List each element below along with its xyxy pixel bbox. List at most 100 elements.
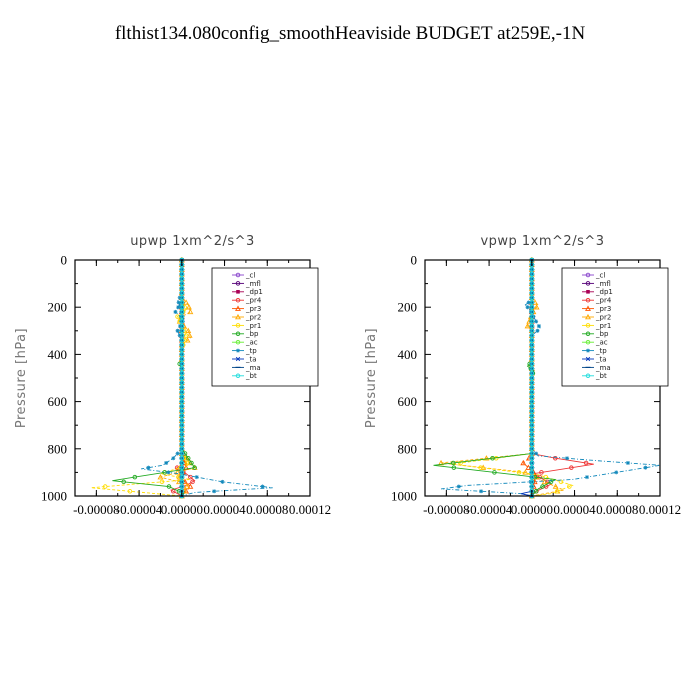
data-point bbox=[529, 451, 535, 456]
data-point bbox=[179, 366, 185, 371]
data-point bbox=[552, 483, 559, 489]
data-point bbox=[179, 281, 185, 286]
legend-item: _mfl bbox=[232, 280, 261, 288]
data-point bbox=[187, 308, 194, 315]
data-point bbox=[529, 479, 535, 485]
data-point bbox=[179, 394, 185, 400]
data-point bbox=[529, 474, 535, 480]
data-point bbox=[179, 385, 185, 390]
data-point bbox=[192, 465, 197, 470]
data-point bbox=[529, 418, 535, 423]
figure-title: flthist134.080config_smoothHeaviside BUD… bbox=[115, 23, 586, 44]
data-point bbox=[529, 295, 535, 301]
data-point bbox=[543, 474, 549, 480]
data-point bbox=[479, 489, 484, 494]
x-tick-label: 0.00008 bbox=[596, 502, 638, 517]
x-tick-label: 0.00004 bbox=[553, 502, 596, 517]
legend-marker bbox=[585, 323, 591, 328]
legend-label: _cl bbox=[245, 271, 255, 279]
data-point bbox=[183, 455, 190, 461]
legend-item: _ta bbox=[232, 355, 257, 363]
legend-label: _bp bbox=[595, 330, 609, 338]
data-point bbox=[526, 300, 531, 305]
data-point bbox=[565, 456, 570, 461]
data-point bbox=[553, 455, 558, 461]
data-point bbox=[529, 323, 535, 329]
legend-marker bbox=[585, 305, 591, 311]
data-point bbox=[166, 484, 172, 489]
legend-marker bbox=[585, 281, 591, 286]
legend-label: _bp bbox=[245, 330, 259, 338]
legend-label: _ta bbox=[595, 355, 607, 363]
legend-marker bbox=[586, 348, 590, 353]
data-point bbox=[179, 399, 185, 404]
data-point bbox=[179, 375, 185, 381]
legend-label: _pr4 bbox=[595, 297, 612, 305]
data-point bbox=[540, 484, 545, 489]
data-point bbox=[146, 465, 151, 470]
x-tick-label: -0.00004 bbox=[466, 502, 513, 517]
data-point bbox=[179, 323, 185, 329]
legend-marker bbox=[235, 305, 241, 311]
legend-item: _ac bbox=[582, 339, 608, 347]
data-point bbox=[529, 337, 535, 343]
data-point bbox=[179, 441, 185, 447]
legend-item: _cl bbox=[232, 271, 255, 279]
data-point bbox=[179, 484, 185, 489]
data-point bbox=[525, 305, 530, 310]
legend-label: _dp1 bbox=[245, 288, 263, 296]
legend-item: _pr4 bbox=[582, 297, 612, 305]
data-point bbox=[179, 337, 185, 343]
data-point bbox=[529, 286, 535, 291]
legend-item: _bp bbox=[232, 330, 259, 338]
data-point bbox=[529, 304, 535, 310]
legend-marker bbox=[585, 272, 591, 278]
legend-label: _ac bbox=[245, 339, 258, 347]
data-point bbox=[529, 319, 535, 324]
legend-label: _pr3 bbox=[595, 305, 611, 313]
data-point bbox=[567, 484, 572, 489]
data-point bbox=[121, 479, 126, 485]
y-tick-label: 1000 bbox=[41, 489, 67, 504]
chart-panel-vpwp: vpwp 1xm^2/s^3 Pressure [hPa] 0 200 400 600 80… bbox=[364, 234, 681, 517]
data-point bbox=[179, 380, 185, 385]
data-point bbox=[548, 479, 554, 485]
y-axis-label: Pressure [hPa] bbox=[14, 328, 29, 428]
data-point bbox=[529, 347, 535, 352]
legend-marker bbox=[235, 331, 241, 337]
data-point bbox=[520, 459, 527, 466]
legend-label: _pr1 bbox=[245, 322, 261, 330]
legend-marker bbox=[236, 348, 240, 353]
legend-marker bbox=[235, 339, 241, 345]
data-point bbox=[541, 478, 548, 485]
data-point bbox=[185, 304, 192, 310]
legend-marker bbox=[236, 290, 240, 294]
data-point bbox=[529, 484, 535, 489]
legend-marker bbox=[235, 272, 241, 278]
legend-item: _ac bbox=[232, 339, 258, 347]
legend-item: _tp bbox=[582, 347, 607, 355]
data-point bbox=[179, 361, 185, 367]
data-point bbox=[179, 470, 185, 475]
legend-label: _bt bbox=[245, 372, 257, 380]
data-point bbox=[179, 474, 185, 480]
y-tick-label: 400 bbox=[48, 347, 68, 362]
legend-label: _mfl bbox=[595, 280, 611, 288]
x-tick-label: 0.00012 bbox=[289, 502, 331, 517]
data-point bbox=[179, 276, 185, 282]
data-point bbox=[583, 460, 589, 466]
data-point bbox=[194, 475, 199, 480]
x-tick-label: -0.00008 bbox=[73, 502, 120, 517]
data-point bbox=[176, 305, 181, 310]
data-point bbox=[185, 327, 192, 334]
legend: _cl_mfl_dp1_pr4_pr3_pr2_pr1_bp_ac_tp_ta_… bbox=[211, 267, 319, 387]
legend-box bbox=[561, 267, 669, 387]
legend-item: _pr3 bbox=[232, 305, 261, 313]
data-point bbox=[534, 319, 539, 324]
data-point bbox=[179, 432, 185, 437]
data-point bbox=[174, 469, 181, 475]
data-point bbox=[220, 479, 225, 484]
data-point bbox=[529, 389, 535, 395]
data-point bbox=[127, 489, 133, 494]
